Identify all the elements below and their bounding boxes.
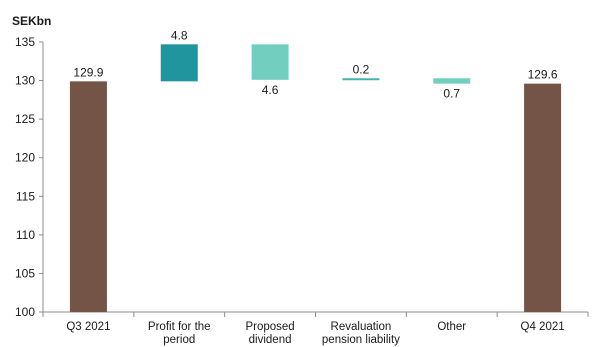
y-tick-label: 100 xyxy=(15,305,35,319)
bar-increase xyxy=(342,78,380,81)
category-label: pension liability xyxy=(322,334,400,346)
category-label: Other xyxy=(437,321,466,333)
y-tick-label: 105 xyxy=(15,266,35,280)
y-tick-label: 120 xyxy=(15,151,35,165)
category-label: period xyxy=(163,334,195,346)
bar-increase xyxy=(160,44,198,82)
data-label: 129.9 xyxy=(73,65,103,79)
y-tick-label: 115 xyxy=(16,189,35,203)
category-label: Revaluation xyxy=(331,321,392,333)
category-label: Profit for the xyxy=(148,321,211,333)
bar-decrease xyxy=(433,78,471,84)
y-tick-label: 130 xyxy=(15,74,35,88)
data-label: 129.6 xyxy=(528,68,558,82)
bar-total xyxy=(524,83,562,313)
category-label: dividend xyxy=(249,334,292,346)
category-label: Q3 2021 xyxy=(66,321,110,333)
category-label: Q4 2021 xyxy=(521,321,565,333)
y-tick-label: 110 xyxy=(16,228,35,242)
data-label: 0.7 xyxy=(443,87,460,101)
data-label: 4.6 xyxy=(262,83,279,97)
bar-total xyxy=(69,81,107,312)
y-tick-label: 135 xyxy=(15,35,35,49)
y-tick-label: 125 xyxy=(15,112,35,126)
data-label: 0.2 xyxy=(353,62,370,76)
data-label: 4.8 xyxy=(171,28,188,42)
category-label: Proposed xyxy=(245,321,294,333)
bar-decrease xyxy=(251,44,289,80)
unit-label: SEKbn xyxy=(12,14,51,28)
